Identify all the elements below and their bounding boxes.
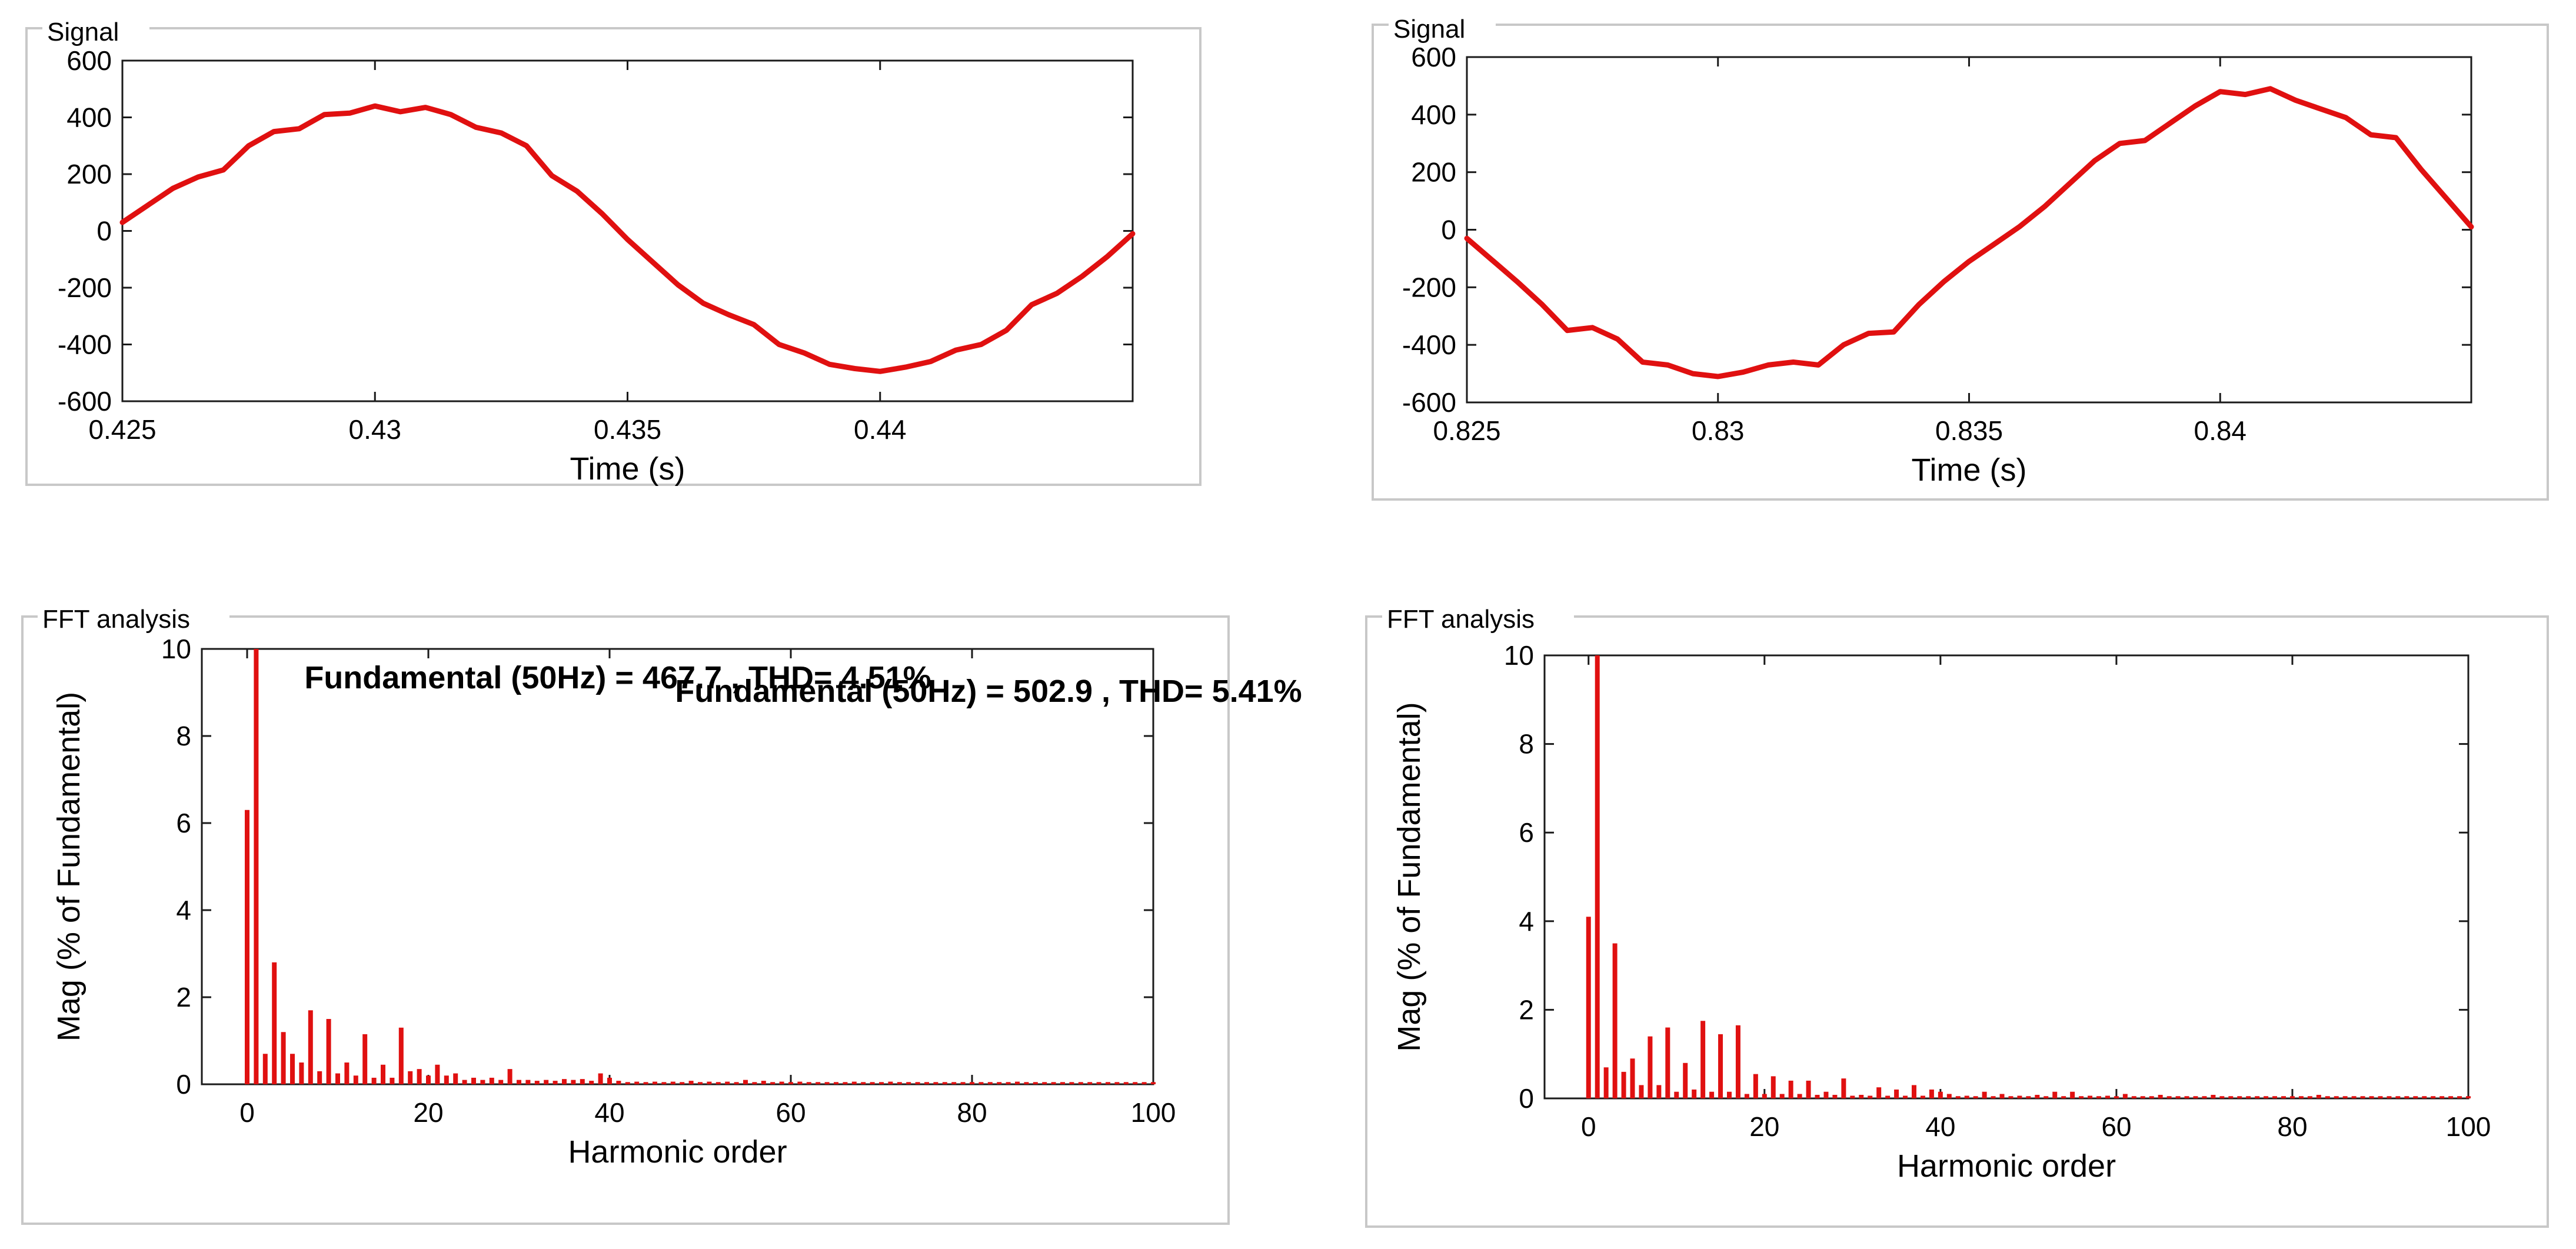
x-tick-label: 20	[1749, 1111, 1779, 1142]
fft-annotation: Fundamental (50Hz) = 467.7 , THD= 4.51%	[304, 660, 931, 695]
panel-group-title: FFT analysis	[1387, 605, 1535, 634]
x-tick-label: 0.84	[2194, 415, 2246, 446]
fft-annotation: Fundamental (50Hz) = 502.9 , THD= 5.41%	[675, 674, 1302, 709]
y-tick-label: 4	[176, 895, 191, 925]
y-tick-label: 200	[1411, 157, 1456, 188]
y-tick-label: 6	[176, 808, 191, 838]
x-tick-label: 40	[594, 1097, 624, 1128]
x-tick-label: 0	[1581, 1111, 1596, 1142]
y-tick-label: 0	[96, 216, 112, 247]
panel-group-title: FFT analysis	[42, 605, 190, 634]
y-axis-label: Mag (% of Fundamental)	[51, 692, 86, 1041]
y-tick-label: -600	[1402, 387, 1456, 418]
y-tick-label: -400	[1402, 329, 1456, 360]
x-tick-label: 60	[2101, 1111, 2131, 1142]
x-tick-label: 80	[2277, 1111, 2307, 1142]
x-tick-label: 0.43	[348, 414, 401, 445]
y-tick-label: 2	[1519, 994, 1534, 1025]
panel-frame	[25, 27, 1202, 486]
axes-box	[201, 648, 1154, 1085]
axes-box	[1543, 654, 2470, 1100]
x-axis-label: Harmonic order	[1897, 1148, 2116, 1184]
x-axis-label: Time (s)	[570, 451, 685, 487]
x-tick-label: 0.835	[1935, 415, 2003, 446]
panel-group-title: Signal	[1393, 15, 1465, 44]
x-axis-label: Time (s)	[1912, 452, 2027, 488]
x-tick-label: 80	[957, 1097, 987, 1128]
signal-trace	[1464, 86, 2474, 379]
y-tick-label: 0	[176, 1069, 191, 1100]
y-tick-label: -400	[58, 329, 112, 360]
panel-frame	[21, 615, 1230, 1225]
y-tick-label: 8	[176, 721, 191, 751]
y-tick-label: 2	[176, 982, 191, 1012]
y-tick-label: 400	[66, 102, 112, 133]
x-tick-label: 100	[2446, 1111, 2491, 1142]
y-tick-label: -200	[58, 272, 112, 303]
x-axis-label: Harmonic order	[568, 1134, 787, 1170]
x-tick-label: 0.425	[88, 414, 156, 445]
x-tick-label: 0.825	[1433, 415, 1500, 446]
y-tick-label: 600	[1411, 42, 1456, 72]
y-tick-label: 0	[1441, 215, 1456, 245]
y-axis-label: Mag (% of Fundamental)	[1392, 702, 1427, 1051]
axes-box	[121, 59, 1134, 402]
x-tick-label: 20	[413, 1097, 443, 1128]
y-tick-label: 400	[1411, 99, 1456, 130]
y-tick-label: 0	[1519, 1083, 1534, 1114]
y-tick-label: 200	[66, 159, 112, 189]
x-tick-label: 100	[1131, 1097, 1176, 1128]
y-tick-label: 10	[1504, 640, 1534, 671]
x-tick-label: 0.83	[1692, 415, 1745, 446]
y-tick-label: 10	[161, 634, 191, 664]
panel-frame	[1365, 615, 2549, 1228]
y-tick-label: 600	[66, 45, 112, 76]
y-tick-label: -200	[1402, 272, 1456, 302]
x-tick-label: 40	[1925, 1111, 1955, 1142]
x-tick-label: 60	[776, 1097, 806, 1128]
panel-frame	[1372, 24, 2549, 501]
y-tick-label: -600	[58, 386, 112, 417]
x-tick-label: 0	[239, 1097, 255, 1128]
x-tick-label: 0.435	[594, 414, 661, 445]
signal-trace	[119, 103, 1136, 374]
y-tick-label: 6	[1519, 817, 1534, 848]
panel-group-title: Signal	[47, 18, 119, 46]
y-tick-label: 4	[1519, 906, 1534, 937]
x-tick-label: 0.44	[854, 414, 907, 445]
y-tick-label: 8	[1519, 729, 1534, 760]
